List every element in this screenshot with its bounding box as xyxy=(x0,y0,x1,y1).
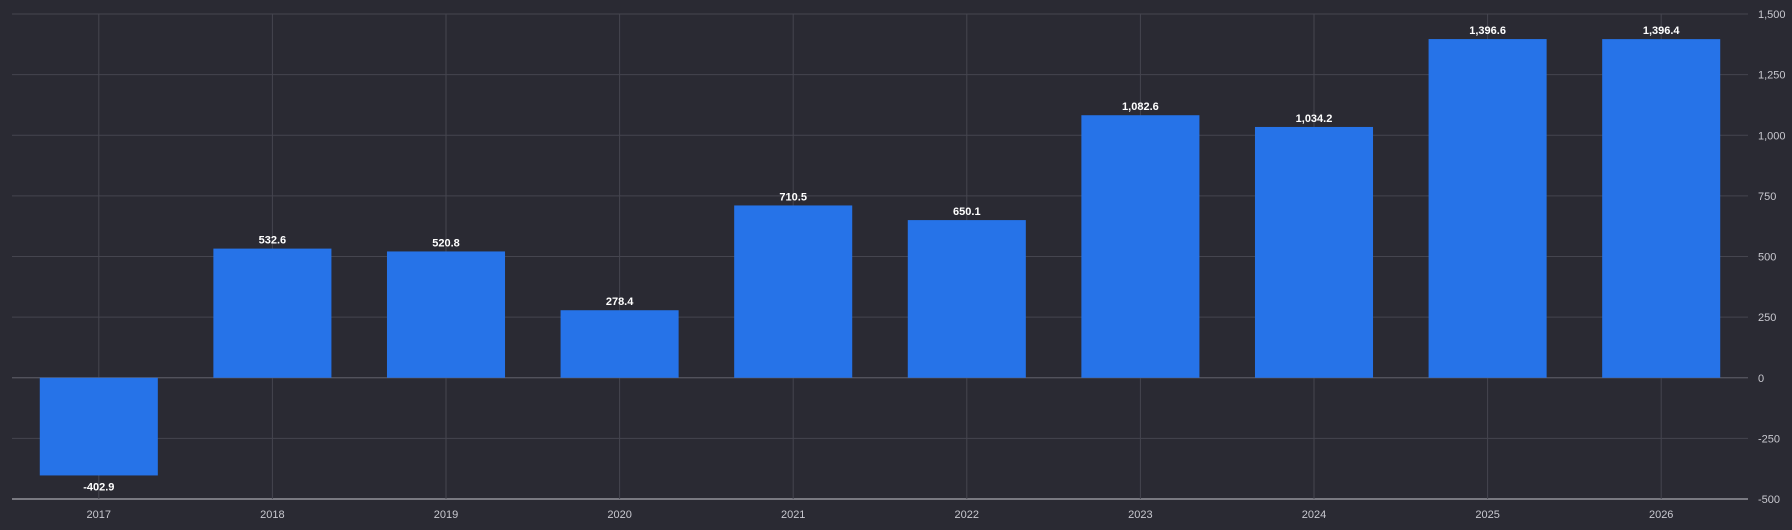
y-tick-label: 750 xyxy=(1758,191,1776,203)
bar-2018[interactable] xyxy=(213,248,332,378)
data-label-2020: 278.4 xyxy=(606,296,634,308)
y-tick-label: -250 xyxy=(1758,433,1780,445)
data-label-2019: 520.8 xyxy=(432,237,460,249)
bar-2022[interactable] xyxy=(907,220,1026,378)
x-tick-label-2019: 2019 xyxy=(434,509,458,521)
x-tick-label-2025: 2025 xyxy=(1475,509,1499,521)
y-tick-label: 1,000 xyxy=(1758,130,1786,142)
bars-layer xyxy=(39,39,1721,476)
data-labels-layer: -402.9 532.6 520.8 278.4 710.5 650.1 1,082.6 1,… xyxy=(83,25,1680,493)
data-label-2021: 710.5 xyxy=(779,191,807,203)
x-tick-label-2017: 2017 xyxy=(87,509,111,521)
bar-2019[interactable] xyxy=(386,251,506,378)
x-tick-label-2024: 2024 xyxy=(1302,509,1326,521)
y-tick-label: 1,500 xyxy=(1758,9,1786,21)
x-tick-label-2021: 2021 xyxy=(781,509,805,521)
x-axis: 2017 2018 2019 2020 2021 2022 2023 2024 2025 2026 xyxy=(87,509,1674,521)
data-label-2025: 1,396.6 xyxy=(1469,25,1506,37)
data-label-2023: 1,082.6 xyxy=(1122,101,1159,113)
y-tick-label: 1,250 xyxy=(1758,70,1786,82)
bar-2025[interactable] xyxy=(1428,39,1547,378)
y-tick-label: 250 xyxy=(1758,312,1776,324)
data-label-2018: 532.6 xyxy=(259,235,287,247)
data-label-2022: 650.1 xyxy=(953,206,981,218)
bar-2026[interactable] xyxy=(1602,39,1721,378)
data-label-2017: -402.9 xyxy=(83,481,114,493)
y-axis: 1,500 1,250 1,000 750 500 250 0 -250 -500 xyxy=(1758,9,1786,506)
bar-2021[interactable] xyxy=(734,205,853,378)
data-label-2026: 1,396.4 xyxy=(1643,25,1681,37)
bar-2023[interactable] xyxy=(1081,115,1200,378)
x-tick-label-2018: 2018 xyxy=(260,509,284,521)
data-label-2024: 1,034.2 xyxy=(1296,113,1333,125)
x-tick-label-2023: 2023 xyxy=(1128,509,1152,521)
y-tick-label: 0 xyxy=(1758,373,1764,385)
bar-2017[interactable] xyxy=(39,377,158,476)
x-tick-label-2022: 2022 xyxy=(955,509,979,521)
x-tick-label-2020: 2020 xyxy=(607,509,631,521)
bar-2024[interactable] xyxy=(1254,126,1374,378)
bar-2020[interactable] xyxy=(560,310,679,378)
x-tick-label-2026: 2026 xyxy=(1649,509,1673,521)
y-tick-label: 500 xyxy=(1758,252,1776,264)
y-tick-label: -500 xyxy=(1758,494,1780,506)
